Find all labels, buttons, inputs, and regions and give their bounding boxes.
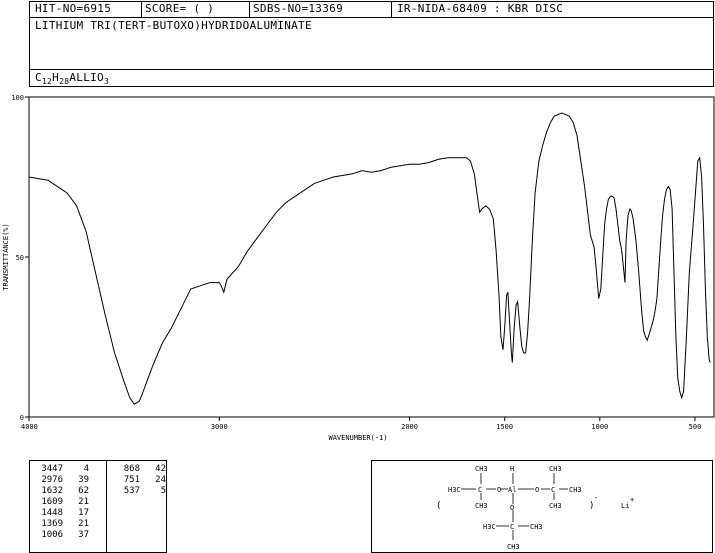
formula-c: C [35,71,42,84]
formula-divider [29,69,714,70]
x-tick-label: 1500 [496,423,513,431]
peak-table-right: 868 42 751 24 537 5 [114,464,166,497]
lower-oxygen: O [510,504,514,512]
aluminum-center: Al [508,486,516,494]
plot-frame [28,96,715,418]
peak-table-left: 3447 4 2976 39 1632 62 1609 21 1448 17 1369 21 1006 3… [37,464,89,541]
right-oxygen: O [535,486,539,494]
structure-diagram: CH3 H CH3 H3C C O Al O C CH3 CH3 CH3 O H… [436,465,634,551]
peak-transmittance: 24 [155,475,166,485]
compound-box [29,17,714,87]
right-methyl: CH3 [569,486,582,494]
peak-transmittance: 21 [78,497,89,507]
peak-transmittance: 39 [78,475,89,485]
peak-row: 1609 21 [37,497,89,508]
peak-transmittance: 21 [78,519,89,529]
y-tick-label: 100 [11,94,24,102]
lowest-methyl: CH3 [507,543,520,551]
bottom-right-methyl: CH3 [549,502,562,510]
peak-row: 1006 37 [37,530,89,541]
top-left-methyl: CH3 [475,465,488,473]
left-carbon: C [478,486,482,494]
peak-row: 868 42 [114,464,166,475]
bracket-open: ( [436,501,441,511]
peak-transmittance: 42 [155,464,166,474]
left-methyl: H3C [448,486,461,494]
peak-wavenumber: 3447 [41,464,63,474]
formula-rest-sub: 3 [103,77,110,87]
peak-wavenumber: 1448 [41,508,63,518]
formula-c-sub: 12 [41,77,53,87]
formula-h-sub: 28 [59,77,70,87]
peak-transmittance: 62 [78,486,89,496]
lower-right-methyl: CH3 [530,523,543,531]
top-right-methyl: CH3 [549,465,562,473]
peak-row: 1448 17 [37,508,89,519]
x-tick-label: 2000 [401,423,418,431]
peak-wavenumber: 537 [123,486,140,496]
lithium-label: Li [621,502,629,510]
peak-row: 3447 4 [37,464,89,475]
ir-identifier: IR-NIDA-68409 : KBR DISC [397,2,564,15]
hydride-label: H [510,465,514,473]
peak-row: 1632 62 [37,486,89,497]
x-tick-label: 4000 [21,423,38,431]
sdbs-number: SDBS-NO=13369 [253,2,343,15]
y-tick-label: 0 [20,414,24,422]
x-tick-label: 500 [689,423,702,431]
lower-carbon: C [510,523,514,531]
peak-wavenumber: 751 [123,475,140,485]
formula-h: H [52,71,60,84]
score: SCORE= ( ) [145,2,215,15]
bottom-left-methyl: CH3 [475,502,488,510]
right-carbon: C [551,486,555,494]
peak-row: 751 24 [114,475,166,486]
peak-wavenumber: 2976 [41,475,63,485]
peak-row: 537 5 [114,486,166,497]
peak-transmittance: 5 [160,486,166,496]
peak-row: 2976 39 [37,475,89,486]
peak-transmittance: 4 [83,464,89,474]
peak-wavenumber: 1632 [41,486,63,496]
peak-transmittance: 17 [78,508,89,518]
x-tick-label: 3000 [211,423,228,431]
header-divider [249,1,250,18]
lower-left-methyl: H3C [483,523,496,531]
peak-table-divider [106,460,107,553]
plus-charge: + [630,496,634,504]
peak-transmittance: 37 [78,530,89,540]
peak-wavenumber: 1006 [41,530,63,540]
header-divider [391,1,392,18]
molecular-formula: C12H28ALLIO3 [35,72,109,88]
formula-rest: ALLIO [69,71,104,84]
header-divider [141,1,142,18]
peak-wavenumber: 1369 [41,519,63,529]
bracket-close: ) [589,501,594,511]
peak-wavenumber: 1609 [41,497,63,507]
y-axis-label: TRANSMITTANCE(%) [2,223,10,290]
minus-charge: - [594,494,598,502]
y-tick-label: 50 [16,254,24,262]
hit-number: HIT-NO=6915 [35,2,112,15]
left-oxygen: O [497,486,501,494]
x-axis-label: WAVENUMBER(-1) [328,434,387,442]
peak-row: 1369 21 [37,519,89,530]
peak-wavenumber: 868 [123,464,140,474]
spectrum-line [28,112,711,405]
compound-name: LITHIUM TRI(TERT-BUTOXO)HYDRIDOALUMINATE [35,19,312,32]
x-tick-label: 1000 [591,423,608,431]
